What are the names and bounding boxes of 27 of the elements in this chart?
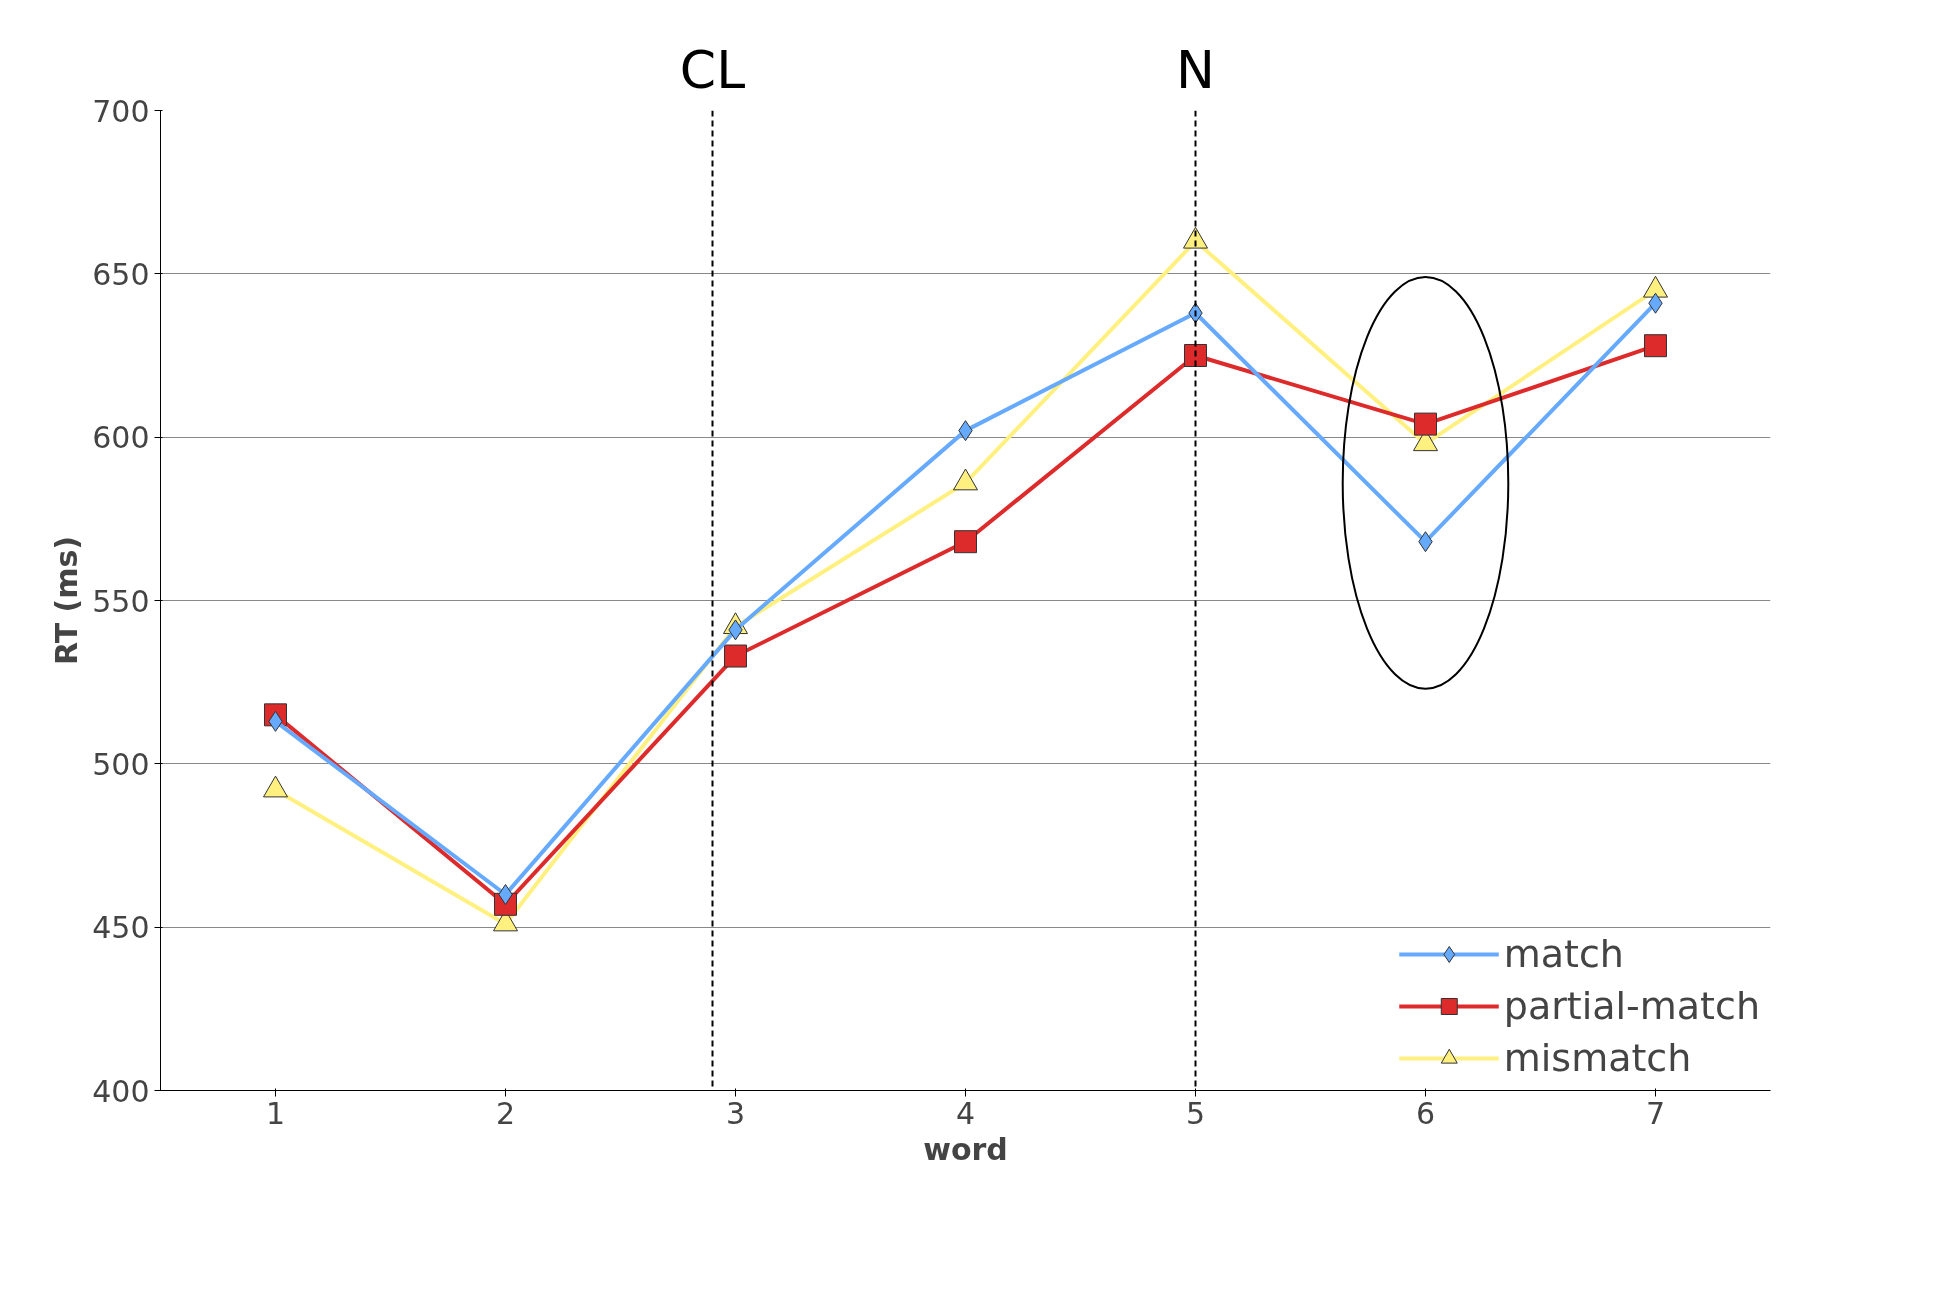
y-tick-label: 450 <box>92 910 150 946</box>
legend-label: mismatch <box>1503 1036 1692 1080</box>
y-tick-label: 550 <box>92 583 150 619</box>
y-tick-label: 650 <box>92 256 150 292</box>
point <box>1644 334 1667 358</box>
x-tick-label: 2 <box>495 1095 516 1131</box>
y-tick-label: 600 <box>92 420 150 456</box>
point <box>1414 412 1437 436</box>
x-axis-title: word <box>923 1131 1008 1167</box>
point <box>954 530 977 554</box>
point <box>724 644 747 668</box>
ref-line-label: CL <box>679 39 746 100</box>
point <box>498 884 513 905</box>
x-tick-label: 4 <box>955 1095 976 1131</box>
ref-line-label: N <box>1176 39 1215 100</box>
y-tick-label: 400 <box>92 1073 150 1109</box>
legend-label: match <box>1503 932 1624 976</box>
y-tick-label: 700 <box>92 93 150 129</box>
point <box>1184 344 1207 367</box>
y-tick-label: 500 <box>92 746 150 782</box>
x-tick-label: 6 <box>1415 1095 1436 1131</box>
x-tick-label: 5 <box>1185 1095 1206 1131</box>
x-tick-label: 1 <box>265 1095 286 1131</box>
legend-label: partial-match <box>1503 984 1760 1028</box>
y-axis-title: RT (ms) <box>49 535 85 666</box>
x-tick-label: 7 <box>1645 1095 1666 1131</box>
x-tick-label: 3 <box>725 1095 746 1131</box>
